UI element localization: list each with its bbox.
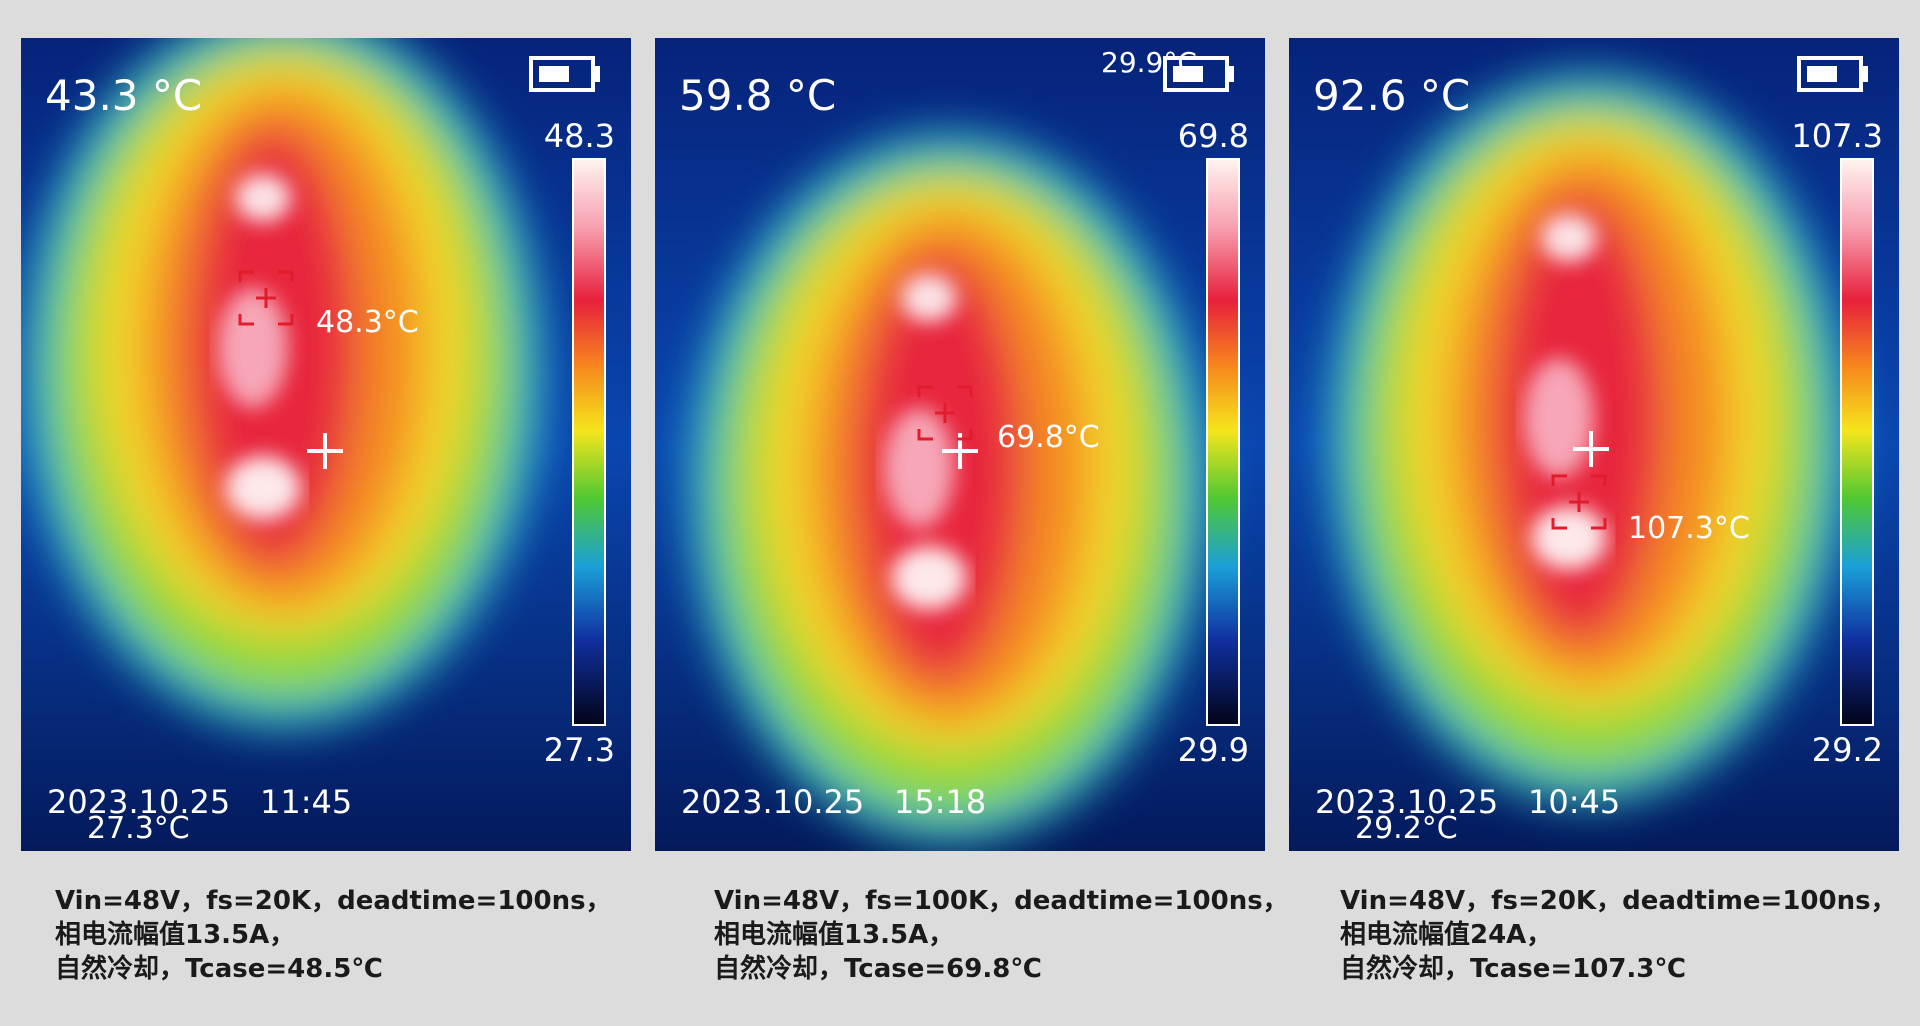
- hot-spot: [891, 546, 967, 610]
- center-temp: 92.6 °C: [1313, 71, 1470, 120]
- crosshair: [1573, 431, 1609, 467]
- hotspot-label: 48.3°C: [316, 305, 419, 340]
- hot-spot: [218, 288, 288, 408]
- battery-tip: [593, 66, 600, 82]
- scale-max: 69.8: [1178, 117, 1249, 155]
- scale-min: 27.3: [544, 731, 615, 769]
- caption-line: 自然冷却，Tcase=48.5℃: [55, 954, 383, 984]
- caption-line: 自然冷却，Tcase=69.8℃: [714, 954, 1042, 984]
- hot-spots: [218, 174, 301, 520]
- colorbar: [572, 158, 606, 726]
- target-box: [917, 385, 973, 441]
- scale-min: 29.9: [1178, 731, 1249, 769]
- hot-spot: [235, 174, 291, 222]
- spot-label: 29.2°C: [1355, 811, 1458, 846]
- time: 11:45: [260, 783, 352, 821]
- time: 15:18: [894, 783, 986, 821]
- scale-max: 107.3: [1791, 117, 1883, 155]
- caption-line: 相电流幅值13.5A，: [55, 920, 296, 950]
- colorbar: [1206, 158, 1240, 726]
- caption-line: Vin=48V，fs=20K，deadtime=100ns，: [1340, 886, 1897, 916]
- battery-level: [539, 66, 569, 82]
- caption-line: 自然冷却，Tcase=107.3℃: [1340, 954, 1686, 984]
- spot-label: 27.3°C: [87, 811, 190, 846]
- battery-tip: [1227, 66, 1234, 82]
- hot-spot: [1541, 214, 1597, 262]
- hotspot-label: 107.3°C: [1628, 511, 1750, 546]
- thermal-image: 48.3°C 43.3 °C 48.3 27.3 2023.10.25 11:45 27.3…: [21, 8, 631, 851]
- hot-spot: [1524, 358, 1594, 478]
- hot-spot: [225, 456, 301, 520]
- crosshair: [307, 433, 343, 469]
- hotspot-label: 69.8°C: [997, 420, 1100, 455]
- scale-max: 48.3: [544, 117, 615, 155]
- date: 2023.10.25: [47, 783, 230, 821]
- date: 2023.10.25: [681, 783, 864, 821]
- thermal-image: 107.3°C 92.6 °C 107.3 29.2 2023.10.25 10:45 29…: [1289, 38, 1899, 851]
- spot-label: 29.9°C: [1101, 46, 1197, 79]
- target-box: [238, 270, 294, 326]
- colorbar: [1840, 158, 1874, 726]
- battery-level: [1807, 66, 1837, 82]
- hot-spot: [901, 274, 957, 322]
- caption-line: 相电流幅值13.5A，: [714, 920, 955, 950]
- caption-line: 相电流幅值24A，: [1340, 920, 1553, 950]
- center-temp: 43.3 °C: [45, 71, 202, 120]
- caption: Vin=48V，fs=20K，deadtime=100ns， 相电流幅值13.5A…: [55, 884, 612, 986]
- battery-tip: [1861, 66, 1868, 82]
- battery-level: [1173, 66, 1203, 82]
- caption: Vin=48V，fs=20K，deadtime=100ns， 相电流幅值24A， 自…: [1340, 884, 1897, 986]
- thermal-view: 69.8°C 59.8 °C 29.9°C 69.8 29.9 2023.10.25 15:…: [655, 38, 1265, 851]
- thermal-view: 48.3°C 43.3 °C 48.3 27.3 2023.10.25 11:45 27.3…: [21, 8, 631, 851]
- heat-map: [23, 8, 543, 728]
- target-box: [1551, 474, 1607, 530]
- time: 10:45: [1528, 783, 1620, 821]
- thermal-view: 107.3°C 92.6 °C 107.3 29.2 2023.10.25 10:45 29…: [1289, 38, 1899, 851]
- hot-spot: [1531, 506, 1607, 570]
- hot-spot: [884, 408, 954, 528]
- caption-line: Vin=48V，fs=100K，deadtime=100ns，: [714, 886, 1289, 916]
- center-temp: 59.8 °C: [679, 71, 836, 120]
- caption: Vin=48V，fs=100K，deadtime=100ns， 相电流幅值13.5…: [714, 884, 1289, 986]
- thermal-image: 69.8°C 59.8 °C 29.9°C 69.8 29.9 2023.10.25 15:…: [655, 38, 1265, 851]
- scale-min: 29.2: [1812, 731, 1883, 769]
- date: 2023.10.25: [1315, 783, 1498, 821]
- caption-line: Vin=48V，fs=20K，deadtime=100ns，: [55, 886, 612, 916]
- hot-spots: [884, 274, 967, 610]
